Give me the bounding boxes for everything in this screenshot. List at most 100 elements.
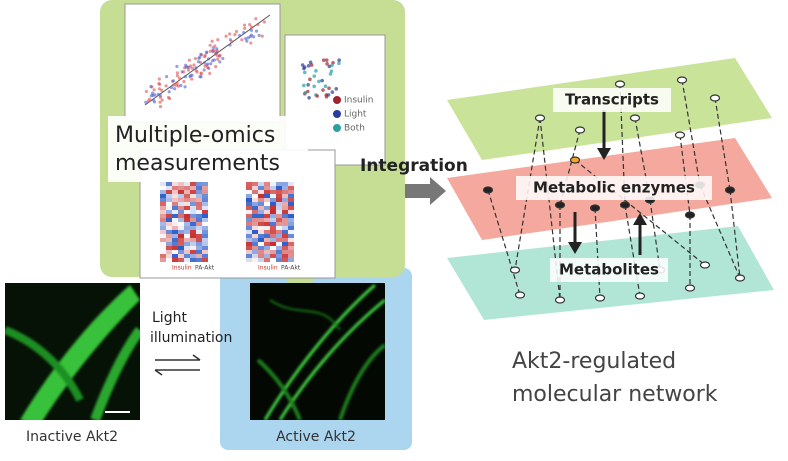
omics-title: Multiple-omics <box>115 123 275 148</box>
heatmap-cell <box>190 182 196 186</box>
scatter-dot <box>327 64 332 69</box>
heatmap-cell <box>258 190 264 194</box>
heatmap-cell <box>264 198 270 202</box>
heatmap-cell <box>160 202 166 206</box>
heatmap-cell <box>264 206 270 210</box>
heatmap-cell <box>246 250 252 254</box>
scatter-dot <box>317 79 321 84</box>
heatmap-cell <box>202 258 208 262</box>
heatmap-cell <box>276 194 282 198</box>
heatmap-cell <box>160 258 166 262</box>
heatmap-cell <box>270 254 276 258</box>
omics-title: measurements <box>115 151 280 176</box>
heatmap-cell <box>246 190 252 194</box>
heatmap-cell <box>246 186 252 190</box>
heatmap-cell <box>160 186 166 190</box>
network-node <box>554 296 566 304</box>
heatmap-cell <box>288 218 294 222</box>
scatter-dot <box>249 25 254 29</box>
legend-dot <box>333 110 341 118</box>
heatmap-cell <box>276 198 282 202</box>
network-node <box>514 291 526 299</box>
heatmap-cell <box>258 258 264 262</box>
heatmap-cell <box>270 182 276 186</box>
heatmap-cell <box>264 238 270 242</box>
scatter-dot <box>314 69 318 73</box>
heatmap-cell <box>270 218 276 222</box>
scatter-dot <box>177 76 182 80</box>
heatmap-cell <box>202 242 208 246</box>
heatmap-cell <box>288 246 294 250</box>
heatmap-cell <box>190 222 196 226</box>
heatmap-cell <box>172 254 178 258</box>
heatmap-cell <box>258 238 264 242</box>
heatmap-cell <box>166 238 172 242</box>
heatmap-cell <box>184 242 190 246</box>
legend-label: Both <box>344 124 365 134</box>
heatmap-cell <box>276 182 282 186</box>
heatmap-cell <box>178 238 184 242</box>
network-edge <box>729 189 741 279</box>
scatter-dot <box>203 55 207 59</box>
heatmap-cell <box>184 258 190 262</box>
network-node <box>589 204 601 212</box>
heatmap-cell <box>264 230 270 234</box>
heatmap-cell <box>178 242 184 246</box>
heatmap-cell <box>166 250 172 254</box>
heatmap-cell <box>196 230 202 234</box>
heatmap-cell <box>258 194 264 198</box>
heatmap-cell <box>190 190 196 194</box>
heatmap-cell <box>172 194 178 198</box>
heatmap-cell <box>282 242 288 246</box>
heatmap-cell <box>258 226 264 230</box>
scatter-dot <box>149 85 153 89</box>
heatmap-cell <box>264 210 270 214</box>
heatmap-cell <box>160 238 166 242</box>
arrow-head <box>568 242 582 254</box>
heatmap-cell <box>252 238 258 242</box>
heatmap-cell <box>178 222 184 226</box>
scatter-dot <box>324 58 329 62</box>
heatmap-cell <box>184 246 190 250</box>
heatmap-cell <box>276 222 282 226</box>
heatmap-cell <box>190 254 196 258</box>
scatter-dot <box>329 69 334 73</box>
heatmap-cell <box>202 202 208 206</box>
heatmap-cell <box>270 246 276 250</box>
heatmap-cell <box>276 202 282 206</box>
scatter-dot <box>238 33 242 38</box>
scatter-dot <box>308 77 312 82</box>
scatter-dot <box>184 65 188 69</box>
scatter-dot <box>315 94 320 98</box>
heatmap-cell <box>246 218 252 222</box>
heatmap-cell <box>184 202 190 206</box>
heatmap-cell <box>166 210 172 214</box>
network-node <box>614 80 626 88</box>
heatmap-cell <box>258 242 264 246</box>
scatter-dot <box>187 58 192 62</box>
scatter-dot <box>171 79 175 83</box>
scatter-dot <box>214 64 218 69</box>
heatmap-cell <box>288 258 294 262</box>
heatmap-cell <box>196 194 202 198</box>
scatter-dot <box>244 36 248 41</box>
heatmap-cell <box>190 218 196 222</box>
scatter-dot <box>240 38 244 42</box>
heatmap-cell <box>166 230 172 234</box>
heatmap-cell <box>282 222 288 226</box>
heatmap-cell <box>166 202 172 206</box>
heatmap-cell <box>190 194 196 198</box>
integration-label: Integration <box>360 156 468 176</box>
heatmap-cell <box>288 250 294 254</box>
heatmap-cell <box>178 206 184 210</box>
heatmap-cell <box>184 182 190 186</box>
scatter-dot <box>158 104 163 109</box>
heatmap-cell <box>202 246 208 250</box>
heatmap-cell <box>264 254 270 258</box>
heatmap-cell <box>282 258 288 262</box>
scatter-dot <box>206 57 210 61</box>
scatter-dot <box>175 64 179 69</box>
scatter-dot <box>151 91 155 95</box>
heatmap-cell <box>258 246 264 250</box>
heatmap-cell <box>246 214 252 218</box>
